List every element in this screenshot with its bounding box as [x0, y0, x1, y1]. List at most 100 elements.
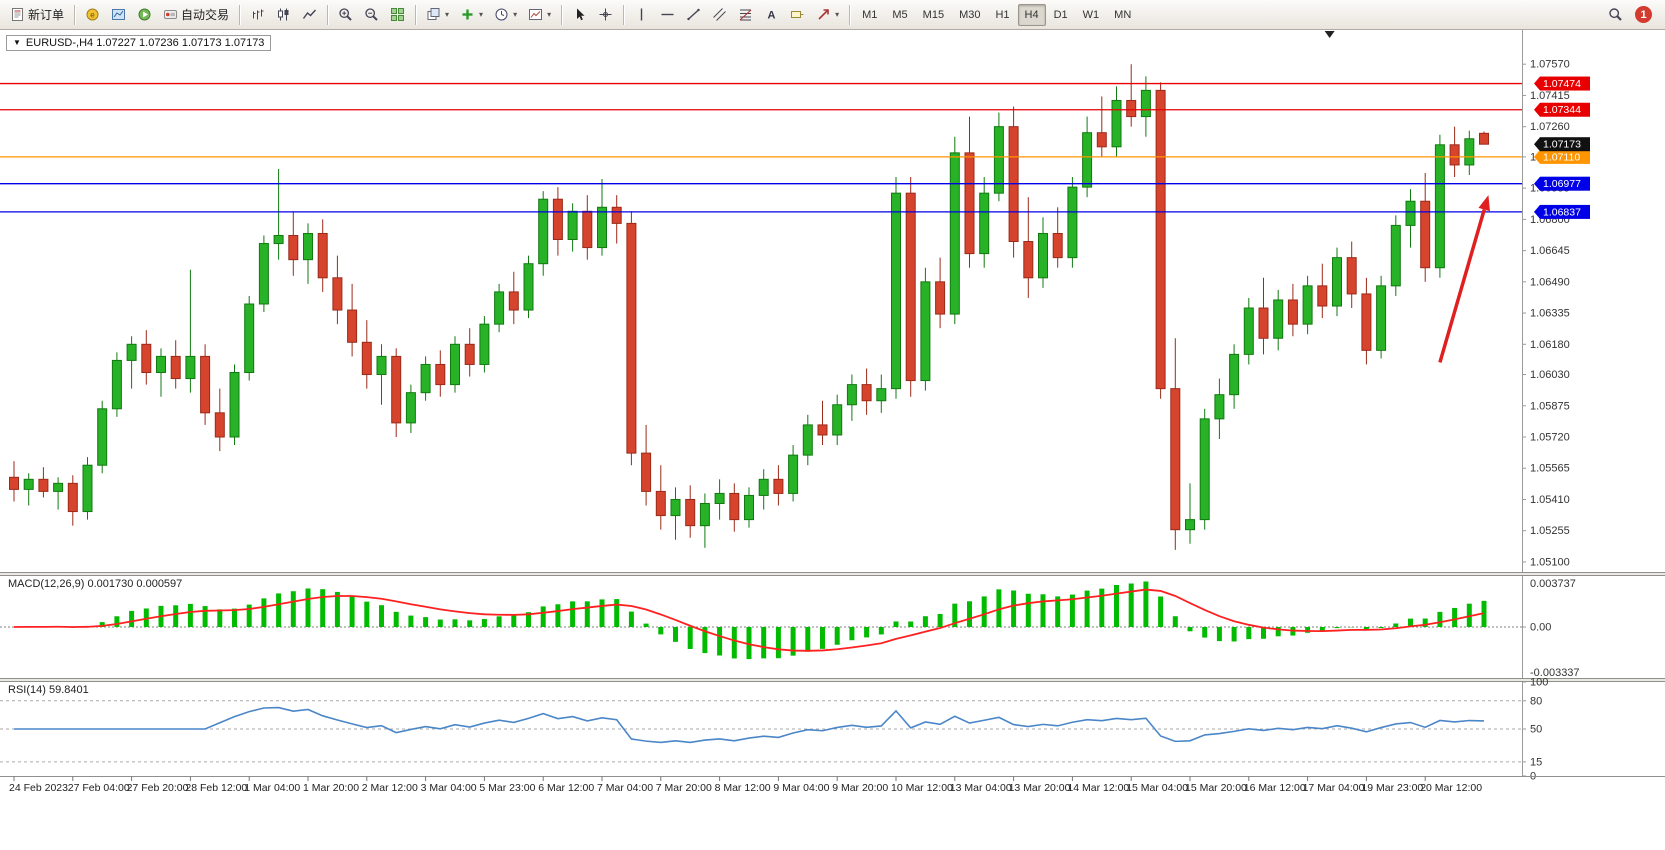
label-button[interactable] [785, 3, 810, 27]
metaeditor-button[interactable]: e [80, 3, 105, 27]
tile-windows-icon [391, 8, 405, 21]
trendline-button[interactable] [681, 3, 706, 27]
candlestick-series[interactable] [9, 64, 1489, 550]
macd-signal-line [13, 588, 1485, 652]
collapse-triangle-icon[interactable]: ▼ [13, 38, 21, 47]
bar-chart-button[interactable] [245, 3, 270, 27]
search-icon [1609, 8, 1622, 21]
vertical-line-button[interactable] [629, 3, 654, 27]
svg-text:3 Mar 04:00: 3 Mar 04:00 [421, 782, 477, 794]
notification-badge[interactable]: 1 [1635, 6, 1652, 23]
bar-chart-icon [253, 9, 264, 20]
periods-button[interactable]: ▾ [489, 3, 522, 27]
cursor-icon [577, 8, 585, 21]
macd-histogram [26, 581, 1487, 660]
vertical-line-icon [640, 8, 643, 21]
svg-text:1.05720: 1.05720 [1530, 432, 1570, 444]
tile-windows-button[interactable] [385, 3, 410, 27]
svg-text:1 Mar 20:00: 1 Mar 20:00 [303, 782, 359, 794]
rsi-label: RSI(14) 59.8401 [8, 684, 89, 696]
svg-text:15: 15 [1530, 756, 1542, 768]
svg-text:17 Mar 04:00: 17 Mar 04:00 [1303, 782, 1365, 794]
svg-text:28 Feb 12:00: 28 Feb 12:00 [185, 782, 247, 794]
svg-text:7 Mar 20:00: 7 Mar 20:00 [656, 782, 712, 794]
metaeditor-icon: e [86, 8, 99, 21]
svg-text:13 Mar 04:00: 13 Mar 04:00 [950, 782, 1012, 794]
timeframe-m30-button[interactable]: M30 [959, 8, 981, 21]
autotrading-button-label: 自动交易 [181, 8, 230, 22]
timeframe-mn-button[interactable]: MN [1114, 8, 1132, 21]
svg-text:27 Feb 04:00: 27 Feb 04:00 [68, 782, 130, 794]
horizontal-line-icon [661, 13, 674, 16]
candlestick-button[interactable] [271, 3, 296, 27]
timeframe-m15-button[interactable]: M15 [922, 8, 945, 21]
autotrading-icon [164, 10, 178, 19]
svg-text:1.06645: 1.06645 [1530, 245, 1570, 257]
dropdown-arrow-icon: ▾ [445, 10, 450, 19]
zoom-in-icon [339, 8, 352, 21]
strategy-tester-button[interactable] [132, 3, 157, 27]
templates-button[interactable]: ▾ [523, 3, 556, 27]
svg-text:10 Mar 12:00: 10 Mar 12:00 [891, 782, 953, 794]
timeframe-h4-button[interactable]: H4 [1017, 3, 1046, 26]
fibonacci-button[interactable] [733, 3, 758, 27]
svg-text:5 Mar 23:00: 5 Mar 23:00 [479, 782, 535, 794]
channel-icon [713, 8, 726, 21]
svg-text:2 Mar 12:00: 2 Mar 12:00 [362, 782, 418, 794]
timeframe-m1-button[interactable]: M1 [862, 8, 878, 21]
trend-arrow-annotation[interactable] [1438, 195, 1490, 363]
zoom-out-button[interactable] [359, 3, 384, 27]
price-badge-1.06837: 1.06837 [1534, 204, 1590, 219]
auto-arrange-button[interactable]: ▾ [421, 3, 454, 27]
cursor-button[interactable] [567, 3, 592, 27]
new-order-button-label: 新订单 [28, 8, 65, 22]
timeframe-m5-button[interactable]: M5 [892, 8, 908, 21]
search-button[interactable] [1603, 3, 1628, 27]
clock-icon [495, 8, 508, 21]
svg-text:1.06180: 1.06180 [1530, 339, 1570, 351]
svg-text:50: 50 [1530, 724, 1542, 736]
chart-canvas[interactable]: 1.075701.074151.072601.071101.069551.068… [0, 30, 1665, 800]
svg-text:27 Feb 20:00: 27 Feb 20:00 [127, 782, 189, 794]
autotrading-button[interactable]: 自动交易 [158, 3, 234, 27]
label-icon [791, 11, 804, 18]
svg-text:1.06837: 1.06837 [1543, 206, 1581, 218]
svg-text:100: 100 [1530, 677, 1548, 689]
svg-text:19 Mar 23:00: 19 Mar 23:00 [1361, 782, 1423, 794]
shapes-icon [818, 9, 829, 20]
chart-shift-marker[interactable] [1324, 31, 1335, 38]
price-badge-1.07110: 1.07110 [1534, 149, 1590, 164]
toolbar-separator [327, 4, 329, 25]
market-watch-button[interactable] [106, 3, 131, 27]
svg-text:1.05255: 1.05255 [1530, 525, 1570, 537]
svg-text:1.06977: 1.06977 [1543, 178, 1581, 190]
new-order-icon [12, 8, 23, 21]
svg-text:80: 80 [1530, 695, 1542, 707]
crosshair-button[interactable] [593, 3, 618, 27]
new-order-button[interactable]: 新订单 [5, 3, 69, 27]
svg-text:13 Mar 20:00: 13 Mar 20:00 [1009, 782, 1071, 794]
svg-text:1.05410: 1.05410 [1530, 494, 1570, 506]
shapes-button[interactable]: ▾ [811, 3, 844, 27]
toolbar-separator [415, 4, 417, 25]
timeframe-h1-button[interactable]: H1 [995, 8, 1010, 21]
timeframe-w1-button[interactable]: W1 [1082, 8, 1100, 21]
svg-text:20 Mar 12:00: 20 Mar 12:00 [1420, 782, 1482, 794]
svg-text:-0.003337: -0.003337 [1530, 667, 1580, 679]
toolbar-separator [561, 4, 563, 25]
line-chart-button[interactable] [297, 3, 322, 27]
svg-text:1.07570: 1.07570 [1530, 59, 1570, 71]
svg-text:1 Mar 04:00: 1 Mar 04:00 [244, 782, 300, 794]
svg-text:1.05100: 1.05100 [1530, 556, 1570, 568]
zoom-in-button[interactable] [333, 3, 358, 27]
horizontal-line-button[interactable] [655, 3, 680, 27]
channel-button[interactable] [707, 3, 732, 27]
svg-text:1.07110: 1.07110 [1543, 151, 1580, 163]
indicators-button[interactable]: ▾ [455, 3, 488, 27]
text-button[interactable]: A [759, 3, 784, 27]
svg-text:1.07260: 1.07260 [1530, 121, 1570, 133]
timeframe-d1-button[interactable]: D1 [1053, 8, 1068, 21]
chart-area[interactable]: 1.075701.074151.072601.071101.069551.068… [0, 30, 1665, 800]
